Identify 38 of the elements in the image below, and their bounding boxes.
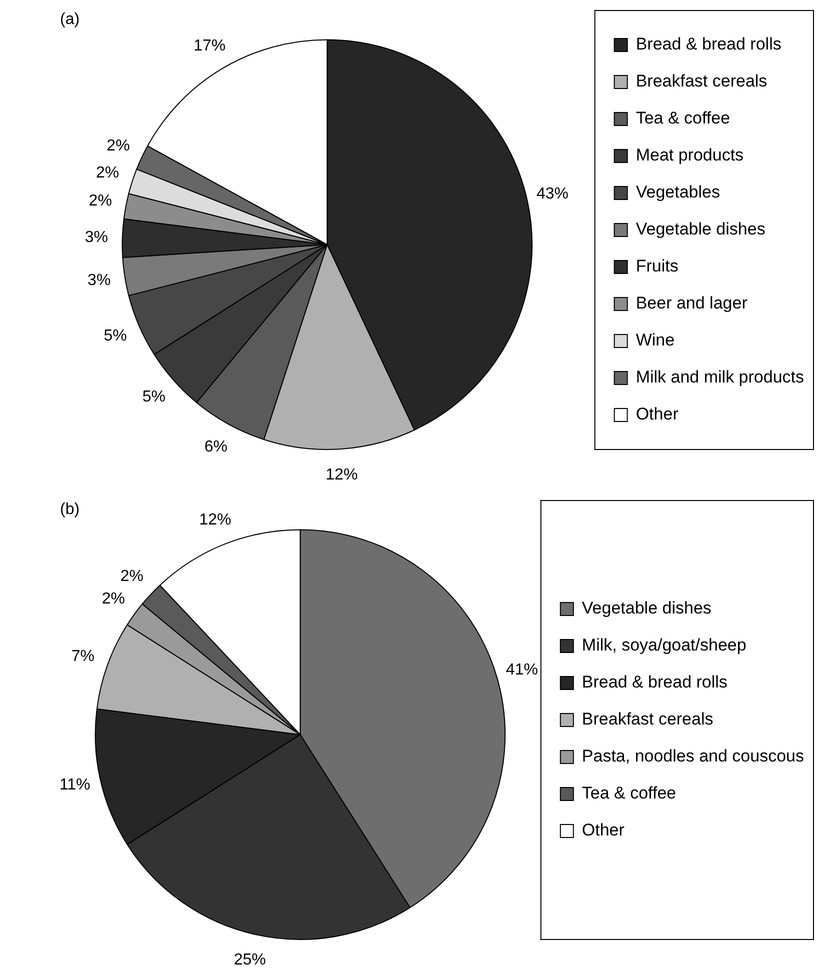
data-label: 2% (102, 590, 125, 608)
legend-label: Beer and lager (636, 294, 748, 313)
chart-title: (b) (60, 501, 80, 518)
data-label: 6% (204, 438, 228, 456)
legend-label: Fruits (636, 256, 678, 276)
legend-label: Other (582, 820, 625, 840)
data-label: 3% (84, 228, 108, 246)
data-label: 41% (506, 662, 538, 679)
legend-label: Other (636, 404, 679, 424)
data-label: 2% (106, 138, 130, 155)
legend-label: Tea & coffee (636, 108, 730, 128)
data-label: 5% (104, 328, 127, 345)
legend-label: Breakfast cereals (582, 710, 714, 729)
legend-label: Pasta, noodles and couscous (582, 746, 804, 766)
data-label: 25% (234, 951, 266, 968)
data-label: 11% (59, 776, 90, 794)
data-label: 2% (120, 568, 144, 585)
legend-label: Vegetables (636, 182, 720, 202)
legend-label: Breakfast cereals (636, 72, 768, 91)
data-label: 12% (199, 511, 232, 528)
legend-label: Milk and milk products (636, 368, 804, 387)
legend-label: Wine (636, 330, 675, 350)
data-label: 3% (88, 272, 111, 290)
legend-label: Bread & bread rolls (636, 34, 782, 54)
legend-label: Vegetable dishes (636, 220, 766, 239)
data-label: 17% (194, 37, 226, 54)
data-label: 12% (326, 466, 358, 484)
legend-label: Meat products (636, 146, 744, 165)
data-label: 43% (536, 186, 569, 203)
data-label: 2% (88, 192, 112, 210)
data-label: 7% (71, 648, 95, 665)
chart-title: (a) (60, 11, 80, 28)
legend-label: Bread & bread rolls (582, 672, 728, 692)
legend-label: Vegetable dishes (582, 598, 712, 618)
data-label: 5% (142, 388, 166, 406)
legend-label: Milk, soya/goat/sheep (582, 636, 746, 655)
data-label: 2% (96, 164, 120, 182)
legend-label: Tea & coffee (582, 784, 676, 803)
